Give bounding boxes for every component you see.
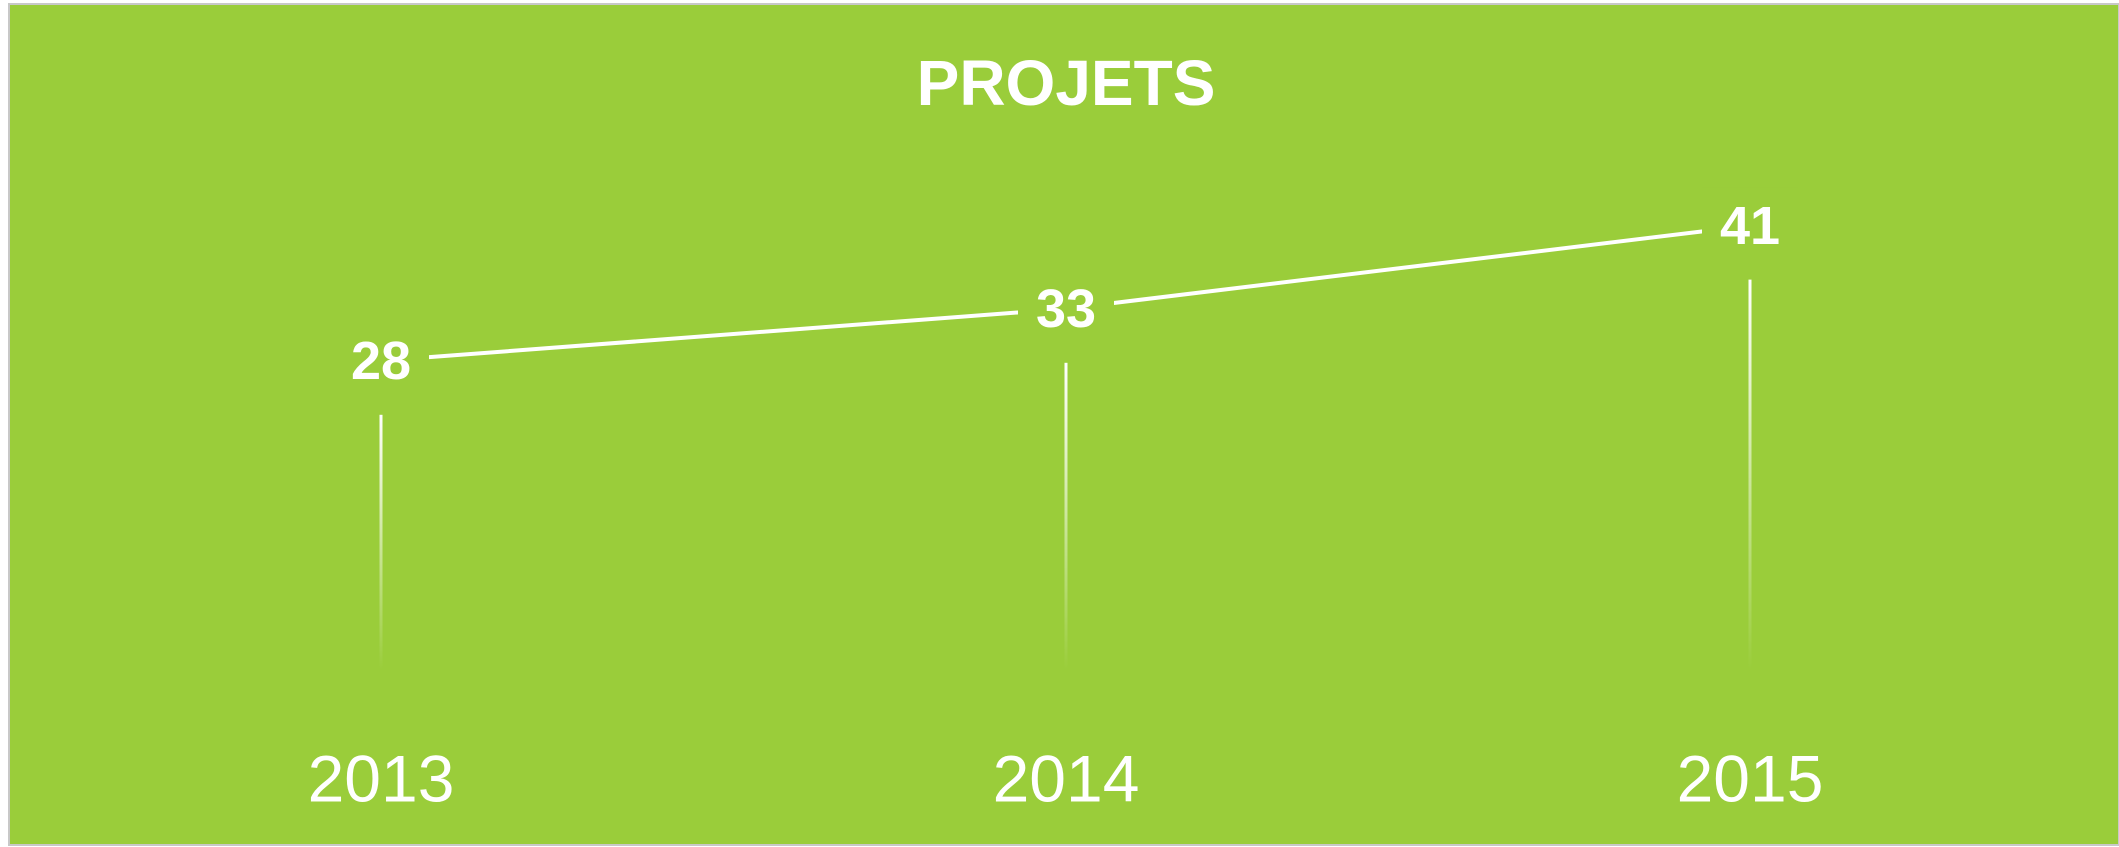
chart-background — [8, 3, 2119, 846]
drop-line — [379, 414, 383, 670]
label-knockout — [1702, 187, 1798, 264]
data-label: 41 — [1720, 196, 1780, 256]
x-tick-label: 2013 — [308, 741, 455, 815]
drop-line — [1748, 279, 1752, 670]
chart-title: PROJETS — [917, 47, 1216, 119]
x-tick-label: 2014 — [993, 741, 1140, 815]
label-knockout — [333, 322, 429, 399]
data-label: 28 — [351, 331, 411, 391]
drop-line — [1064, 362, 1068, 670]
x-tick-label: 2015 — [1677, 741, 1824, 815]
label-knockout — [1018, 270, 1114, 347]
data-label: 33 — [1036, 279, 1096, 339]
